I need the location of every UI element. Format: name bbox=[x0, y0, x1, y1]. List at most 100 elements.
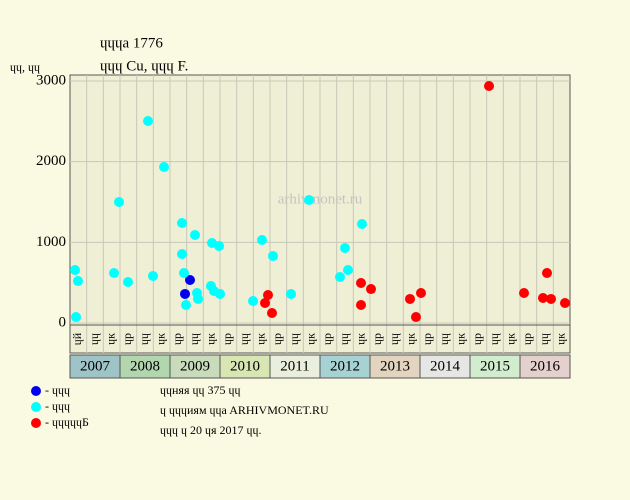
period-label: ɥк bbox=[553, 333, 567, 345]
note: ɥ ɥɥɥиям ɥɥa ARHIVMONET.RU bbox=[160, 403, 329, 417]
point bbox=[215, 288, 225, 299]
legend-marker bbox=[31, 418, 41, 428]
point bbox=[542, 267, 552, 278]
x-tick-label: 2013 bbox=[380, 358, 410, 374]
x-tick-label: 2009 bbox=[180, 358, 210, 374]
point bbox=[356, 300, 366, 311]
period-label: ɥк bbox=[203, 333, 217, 345]
period-label: ɥɥ bbox=[437, 333, 451, 345]
period-label: ɥɥ bbox=[287, 333, 301, 345]
point bbox=[114, 197, 124, 207]
period-label: ɥɥ bbox=[537, 333, 551, 345]
period-label: ɥк bbox=[153, 333, 167, 345]
period-label: ɥр bbox=[420, 333, 434, 345]
legend-marker bbox=[31, 402, 41, 412]
point bbox=[366, 284, 376, 295]
point bbox=[193, 293, 203, 304]
period-label: ɥɥ bbox=[487, 333, 501, 345]
x-tick-label: 2008 bbox=[130, 358, 160, 374]
note: ɥɥняя ɥɥ 375 ɥɥ bbox=[160, 383, 240, 397]
year-box bbox=[519, 354, 571, 379]
point bbox=[185, 275, 195, 286]
point bbox=[260, 297, 270, 308]
chart-title: ɥɥɥa 1776 bbox=[100, 35, 163, 51]
point bbox=[73, 276, 83, 287]
period-label: ɥк bbox=[253, 333, 267, 345]
point bbox=[143, 116, 153, 127]
period-label: ɥɥ bbox=[137, 333, 151, 345]
point bbox=[357, 219, 367, 230]
point bbox=[257, 234, 267, 245]
point bbox=[177, 249, 187, 260]
period-label: ɥр bbox=[170, 333, 184, 345]
period-label: ɥр bbox=[270, 333, 284, 345]
period-label: ɥр bbox=[120, 333, 134, 345]
x-tick-label: 2007 bbox=[80, 358, 111, 374]
point bbox=[123, 277, 133, 288]
point bbox=[286, 288, 296, 299]
point bbox=[519, 287, 529, 298]
x-tick-label: 2010 bbox=[230, 358, 260, 374]
period-label: ɥɥ bbox=[87, 333, 101, 345]
point bbox=[177, 217, 187, 228]
period-label: ɥк bbox=[303, 333, 317, 345]
period-label: ɥр bbox=[520, 333, 534, 345]
point bbox=[268, 251, 278, 262]
point bbox=[148, 270, 158, 281]
point bbox=[214, 240, 224, 251]
point bbox=[263, 290, 273, 301]
period-label: ɥр bbox=[370, 333, 384, 345]
point bbox=[190, 229, 200, 240]
point bbox=[343, 265, 353, 276]
point bbox=[340, 242, 350, 253]
y-tick-label: 0 bbox=[59, 314, 67, 330]
point bbox=[538, 292, 548, 303]
point bbox=[416, 287, 426, 298]
legend-label: - ɥɥɥ bbox=[45, 383, 70, 397]
period-label: ɥк bbox=[103, 333, 117, 345]
x-tick-label: 2014 bbox=[430, 358, 461, 374]
period-label: ɥɥ bbox=[337, 333, 351, 345]
y-axis-label: ɥɥ, ɥɥ bbox=[10, 60, 40, 74]
point bbox=[560, 297, 570, 308]
point bbox=[304, 194, 314, 205]
point bbox=[335, 272, 345, 283]
legend-marker bbox=[31, 386, 41, 396]
point bbox=[70, 265, 80, 276]
y-tick-label: 1000 bbox=[36, 234, 66, 250]
point bbox=[267, 307, 277, 318]
period-label: ɥɥ bbox=[387, 333, 401, 345]
x-tick-label: 2016 bbox=[530, 358, 561, 374]
period-label: ɥр bbox=[220, 333, 234, 345]
chart-subtitle: ɥɥɥ Cu, ɥɥɥ F. bbox=[100, 58, 188, 74]
point bbox=[71, 312, 81, 323]
point bbox=[180, 288, 190, 299]
point bbox=[411, 312, 421, 323]
period-label: ɥй bbox=[70, 332, 84, 345]
period-label: ɥк bbox=[403, 333, 417, 345]
period-label: ɥɥ bbox=[237, 333, 251, 345]
period-label: ɥк bbox=[453, 333, 467, 345]
point bbox=[356, 277, 366, 288]
point bbox=[159, 161, 169, 172]
legend-label: - ɥɥɥɥɥБ bbox=[45, 415, 89, 429]
legend-label: - ɥɥɥ bbox=[45, 399, 70, 413]
period-label: ɥк bbox=[503, 333, 517, 345]
period-label: ɥр bbox=[320, 333, 334, 345]
period-label: ɥк bbox=[353, 333, 367, 345]
x-tick-label: 2012 bbox=[330, 358, 360, 374]
period-label: ɥɥ bbox=[187, 333, 201, 345]
point bbox=[248, 295, 258, 306]
point bbox=[484, 81, 494, 92]
point bbox=[181, 300, 191, 311]
period-label: ɥр bbox=[470, 333, 484, 345]
x-tick-label: 2015 bbox=[480, 358, 510, 374]
point bbox=[109, 267, 119, 278]
y-tick-label: 3000 bbox=[36, 72, 66, 88]
note: ɥɥɥ ɥ 20 ɥя 2017 ɥɥ. bbox=[160, 423, 262, 437]
y-tick-label: 2000 bbox=[36, 153, 66, 169]
point bbox=[405, 293, 415, 304]
x-tick-label: 2011 bbox=[280, 358, 309, 374]
